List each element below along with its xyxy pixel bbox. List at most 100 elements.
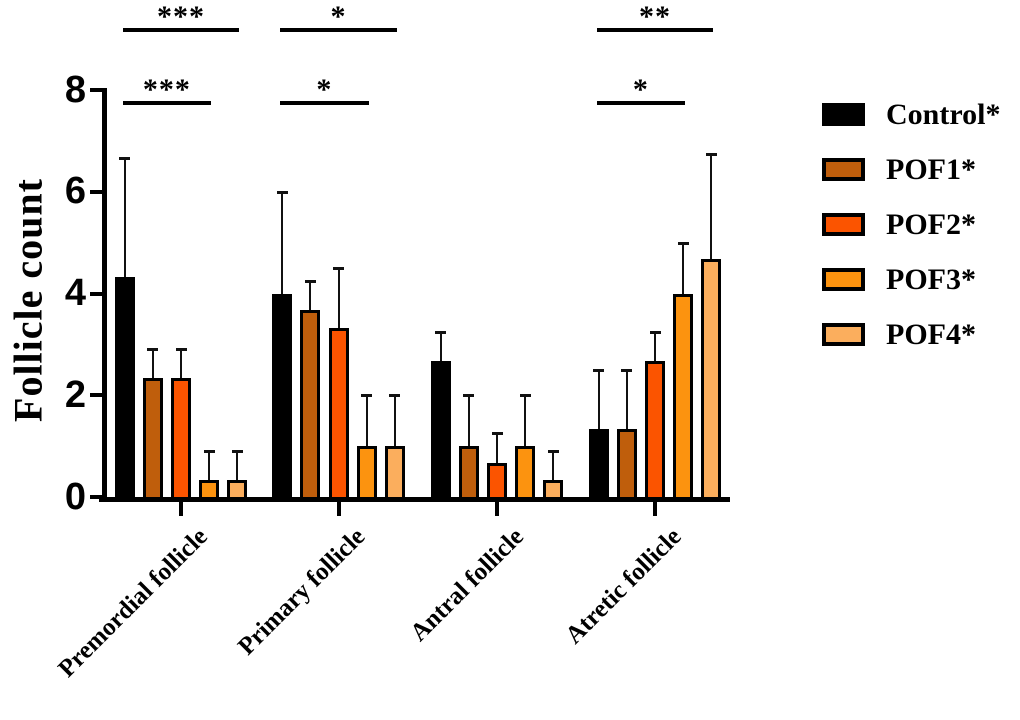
y-tick-label: 6 xyxy=(64,170,86,213)
significance-stars: * xyxy=(316,73,333,106)
y-axis-line xyxy=(102,88,107,502)
y-tick-label: 8 xyxy=(64,68,86,111)
error-bar-cap xyxy=(677,241,689,245)
x-tick xyxy=(653,502,657,516)
error-bar-cap xyxy=(333,267,344,271)
error-bar-cap xyxy=(175,347,187,351)
y-tick xyxy=(90,88,103,92)
y-tick-label: 4 xyxy=(64,272,86,314)
error-bar xyxy=(180,348,182,379)
x-category-label: Atretic follicle xyxy=(560,523,688,650)
legend-label-control: Control* xyxy=(886,97,1001,131)
y-tick xyxy=(90,189,103,194)
bar-atretic-pof3 xyxy=(673,293,694,500)
y-tick xyxy=(90,393,103,398)
significance-stars: *** xyxy=(142,73,191,106)
bar-primary-pof1 xyxy=(300,310,321,500)
y-tick xyxy=(90,495,103,499)
bar-antral-pof1 xyxy=(458,446,479,500)
y-tick-label: 2 xyxy=(64,373,86,416)
error-bar xyxy=(123,158,126,277)
x-axis-line xyxy=(99,497,730,502)
error-bar xyxy=(393,395,396,447)
x-tick xyxy=(495,502,499,516)
error-bar-cap xyxy=(389,394,401,398)
legend-swatch-pof1 xyxy=(822,158,865,181)
bar-atretic-pof1 xyxy=(616,429,637,500)
error-bar xyxy=(337,268,340,328)
x-category-label: Primary follicle xyxy=(233,523,371,661)
error-bar-cap xyxy=(435,330,447,334)
bar-antral-pof2 xyxy=(487,462,507,500)
bar-primary-pof4 xyxy=(384,446,405,500)
error-bar xyxy=(309,280,312,311)
error-bar xyxy=(439,331,442,362)
significance-line xyxy=(596,28,714,32)
error-bar-cap xyxy=(361,394,373,398)
error-bar-cap xyxy=(119,157,131,161)
error-bar-cap xyxy=(649,330,661,334)
error-bar xyxy=(710,153,713,260)
error-bar xyxy=(236,450,239,481)
significance-stars: * xyxy=(632,73,649,106)
error-bar-cap xyxy=(203,449,215,453)
error-bar xyxy=(597,369,600,430)
error-bar xyxy=(281,191,284,294)
significance-line xyxy=(280,28,397,32)
bar-antral-pof3 xyxy=(515,446,536,500)
error-bar xyxy=(625,369,628,430)
error-bar-cap xyxy=(304,279,316,283)
legend-label-pof3: POF3* xyxy=(886,262,976,296)
error-bar-cap xyxy=(593,368,605,372)
x-category-label: Premordial follicle xyxy=(53,523,214,683)
legend-swatch-pof3 xyxy=(822,268,865,291)
bar-premordial-pof2 xyxy=(171,378,191,500)
legend-swatch-pof2 xyxy=(822,213,865,236)
error-bar xyxy=(151,348,154,379)
error-bar-cap xyxy=(621,368,633,372)
bar-primary-control xyxy=(272,293,293,500)
error-bar-cap xyxy=(519,394,531,398)
bar-primary-pof3 xyxy=(356,446,377,500)
legend-label-pof1: POF1* xyxy=(886,152,976,186)
bar-premordial-pof4 xyxy=(227,480,248,500)
error-bar xyxy=(682,242,685,294)
error-bar xyxy=(654,331,656,362)
x-tick xyxy=(179,502,183,516)
bar-premordial-pof3 xyxy=(199,480,220,500)
x-category-label: Antral follicle xyxy=(405,523,530,647)
legend-label-pof4: POF4* xyxy=(886,317,976,351)
x-tick xyxy=(336,502,341,516)
y-tick xyxy=(90,291,103,296)
error-bar-cap xyxy=(705,152,717,156)
bar-atretic-pof2 xyxy=(645,361,665,500)
bar-premordial-control xyxy=(114,276,135,500)
y-tick-label: 0 xyxy=(64,475,86,518)
error-bar-cap xyxy=(147,347,159,351)
bar-primary-pof2 xyxy=(328,327,349,500)
bar-premordial-pof1 xyxy=(142,378,163,500)
error-bar-cap xyxy=(547,449,559,453)
significance-stars: *** xyxy=(157,0,205,33)
significance-stars: * xyxy=(330,0,347,33)
legend-swatch-pof4 xyxy=(822,323,865,346)
error-bar xyxy=(496,433,498,463)
error-bar-cap xyxy=(463,394,475,398)
significance-line xyxy=(122,28,240,32)
bar-atretic-control xyxy=(588,429,609,500)
error-bar-cap xyxy=(231,449,243,453)
error-bar xyxy=(552,450,555,481)
bar-antral-pof4 xyxy=(543,480,564,500)
legend-swatch-control xyxy=(822,103,865,126)
legend-label-pof2: POF2* xyxy=(886,207,976,241)
significance-stars: ** xyxy=(639,0,671,33)
error-bar xyxy=(365,395,368,447)
error-bar-cap xyxy=(276,190,288,194)
bar-antral-control xyxy=(430,361,451,500)
error-bar xyxy=(524,395,527,447)
significance-line xyxy=(280,101,369,105)
significance-line xyxy=(596,101,686,105)
bar-atretic-pof4 xyxy=(701,259,722,500)
error-bar xyxy=(467,395,470,447)
